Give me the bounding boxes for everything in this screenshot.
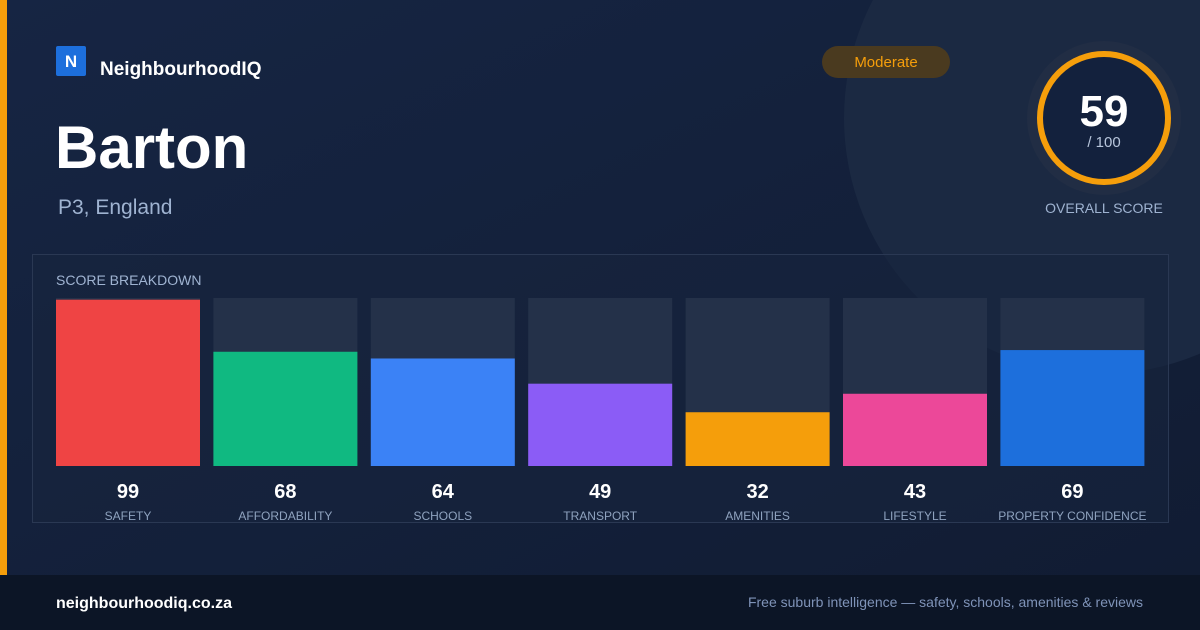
badge-text: Moderate	[854, 54, 917, 71]
bar-value: 49	[589, 481, 611, 503]
bar	[370, 358, 515, 466]
bar-label: SAFETY	[105, 509, 152, 523]
score-ring	[1037, 51, 1171, 185]
bar	[685, 412, 830, 466]
logo-letter: N	[65, 52, 77, 71]
bar-label: AFFORDABILITY	[238, 509, 332, 523]
bar-value: 64	[432, 481, 455, 503]
bar	[1000, 350, 1145, 466]
breakdown-title: SCORE BREAKDOWN	[56, 272, 201, 288]
bar-label: AMENITIES	[725, 509, 790, 523]
bar-label: SCHOOLS	[413, 509, 472, 523]
bar	[843, 393, 987, 466]
bar	[213, 351, 358, 466]
logo	[56, 46, 86, 76]
bar	[56, 299, 200, 466]
bar	[528, 383, 673, 466]
bar-label: PROPERTY CONFIDENCE	[998, 509, 1146, 523]
badge	[822, 46, 950, 78]
accent-strip	[0, 0, 7, 575]
footer-domain: neighbourhoodiq.co.za	[56, 595, 232, 612]
bar-value: 32	[746, 481, 768, 503]
bar-value: 43	[904, 481, 926, 503]
bar-value: 68	[274, 481, 296, 503]
subtitle: P3, England	[58, 196, 172, 219]
brand-name: NeighbourhoodIQ	[100, 59, 261, 80]
bar-value: 99	[117, 481, 139, 503]
footer-bar	[0, 575, 1200, 630]
title: Barton	[55, 114, 248, 181]
bar-label: LIFESTYLE	[883, 509, 946, 523]
bar-label: TRANSPORT	[563, 509, 637, 523]
overall-score: 59	[1080, 87, 1129, 136]
footer-tagline: Free suburb intelligence — safety, schoo…	[748, 594, 1143, 610]
overall-max: / 100	[1087, 134, 1120, 151]
overall-label: OVERALL SCORE	[1045, 200, 1163, 216]
bar-value: 69	[1061, 481, 1083, 503]
